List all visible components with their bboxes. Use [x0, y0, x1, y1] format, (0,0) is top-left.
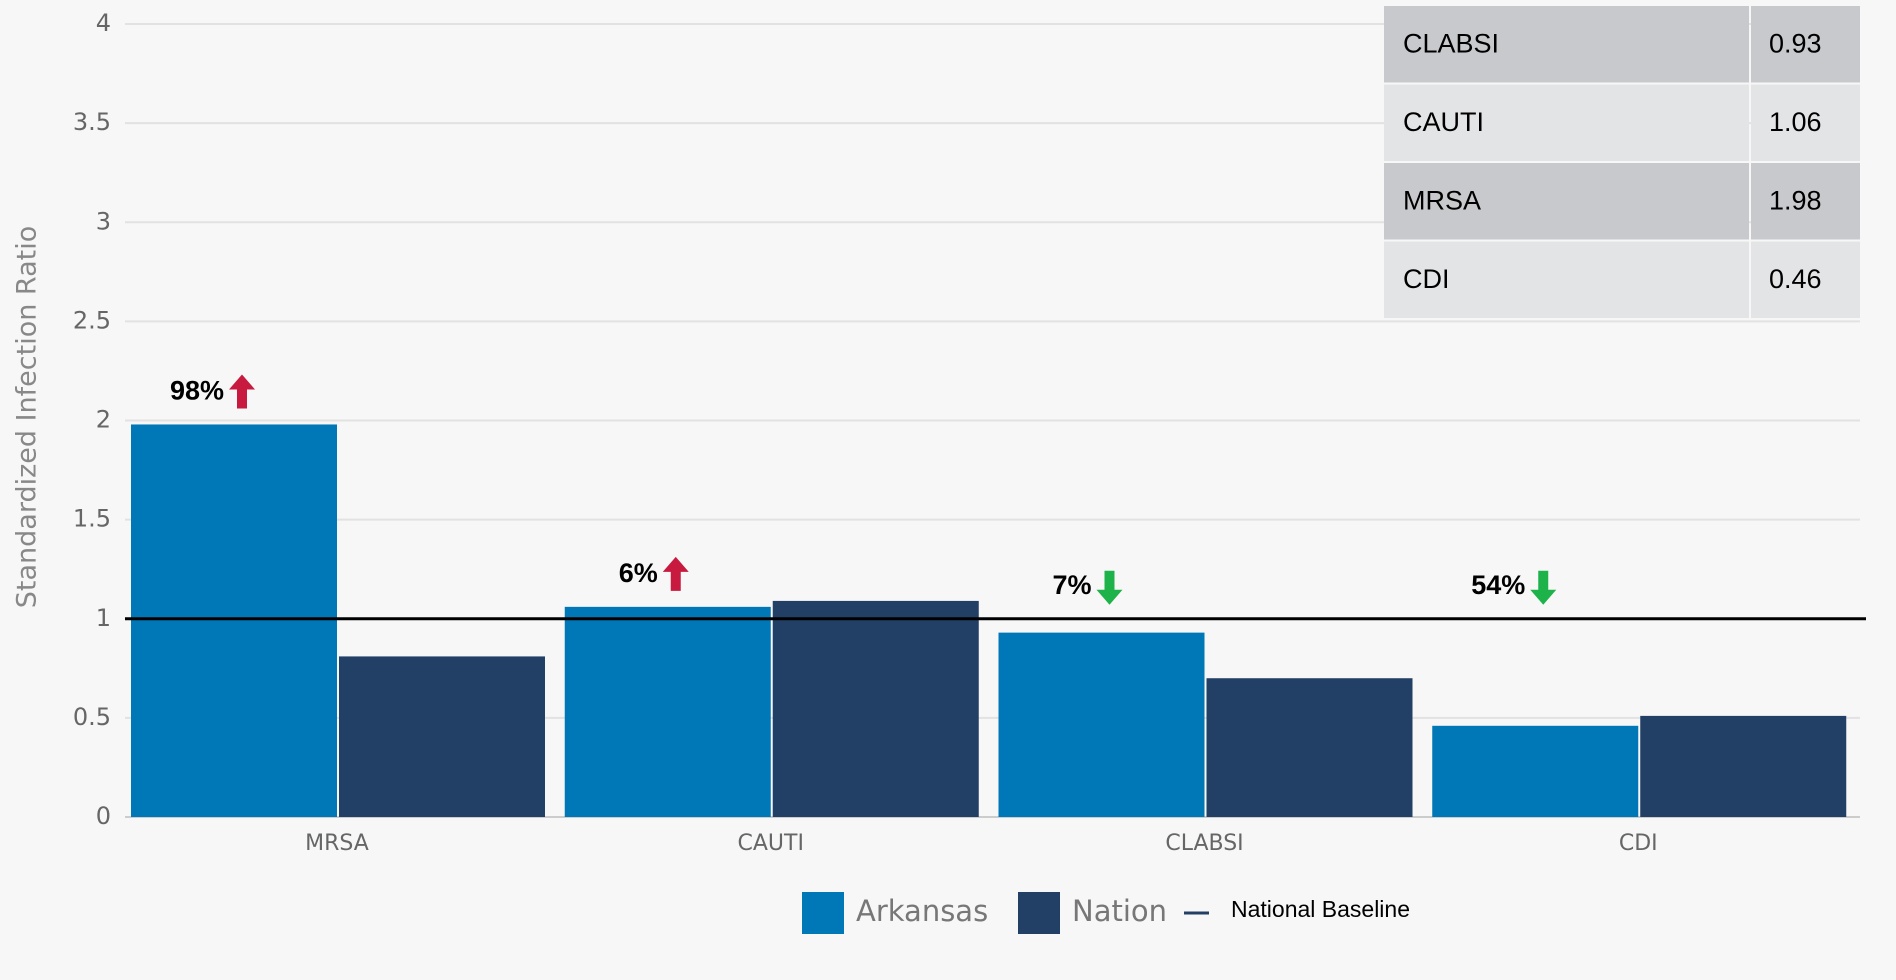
bar [998, 632, 1205, 817]
y-tick-label: 2.5 [73, 306, 111, 334]
table-cell [1384, 6, 1749, 83]
annotation: 98% [170, 376, 224, 406]
annotation-arrow [662, 556, 689, 591]
table-cell [1751, 241, 1860, 318]
table-text: 1.06 [1769, 107, 1822, 137]
table-text: CAUTI [1403, 107, 1484, 137]
legend-label: Nation [1072, 894, 1167, 928]
table-cell [1751, 6, 1860, 83]
legend-swatch [802, 892, 844, 934]
table-cell [1384, 163, 1749, 240]
y-axis-label: Standardized Infection Ratio [12, 226, 43, 609]
bar [1206, 678, 1413, 817]
table-cell [1751, 163, 1860, 240]
table-text: CLABSI [1403, 28, 1499, 58]
table-text: 0.93 [1769, 28, 1822, 58]
x-tick-label: MRSA [305, 831, 369, 856]
x-tick-label: CDI [1619, 831, 1658, 856]
table-cell [1751, 84, 1860, 161]
table-cell [1384, 241, 1749, 318]
bar [1640, 715, 1847, 817]
bar [1432, 725, 1639, 817]
annotation: 6% [619, 558, 658, 588]
table-text: 0.46 [1769, 264, 1822, 294]
annotation-arrow [1096, 570, 1123, 605]
legend-label: Arkansas [856, 894, 988, 928]
table-text: 1.98 [1769, 185, 1822, 215]
y-tick-label: 0 [96, 802, 111, 830]
bar [772, 600, 979, 817]
x-tick-label: CLABSI [1165, 831, 1243, 856]
annotation-arrow [229, 374, 255, 409]
bar [131, 424, 337, 817]
annotation: 7% [1052, 570, 1091, 600]
annotation-arrow [1530, 570, 1557, 605]
y-tick-label: 2 [96, 406, 111, 434]
table-text: CDI [1403, 264, 1450, 294]
y-tick-label: 3 [96, 207, 111, 235]
y-tick-label: 1 [96, 604, 111, 632]
y-tick-label: 4 [96, 9, 111, 37]
y-tick-label: 3.5 [73, 108, 111, 136]
y-tick-label: 0.5 [73, 703, 111, 731]
table-cell [1384, 84, 1749, 161]
y-tick-label: 1.5 [73, 505, 111, 533]
bar [564, 606, 771, 817]
legend-label: National Baseline [1231, 896, 1410, 922]
legend-swatch [1018, 892, 1060, 934]
annotation: 54% [1471, 570, 1525, 600]
table-text: MRSA [1403, 185, 1481, 215]
bar [339, 656, 545, 817]
x-tick-label: CAUTI [738, 831, 804, 856]
